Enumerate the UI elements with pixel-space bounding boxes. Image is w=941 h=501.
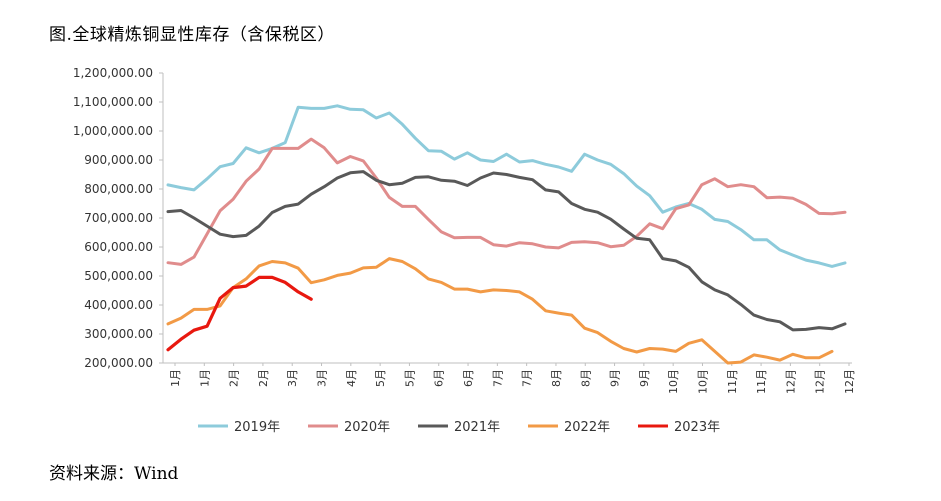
x-tick-label: 8月 — [579, 369, 592, 387]
y-tick-label: 800,000.00 — [84, 182, 153, 196]
x-tick-label: 12月 — [843, 369, 856, 394]
y-axis: 1,200,000.00 1,100,000.00 1,000,000.00 900,… — [73, 66, 164, 370]
x-tick-label: 5月 — [403, 369, 416, 387]
plot-area — [166, 104, 847, 365]
legend-label: 2022年 — [564, 420, 610, 435]
y-tick-label: 900,000.00 — [84, 153, 153, 167]
source-note: 资料来源：Wind — [49, 464, 179, 484]
x-tick-label: 5月 — [374, 369, 387, 387]
x-tick-label: 12月 — [814, 369, 827, 394]
x-tick-label: 4月 — [345, 369, 358, 387]
series-line-2023年 — [166, 275, 313, 352]
x-tick-label: 1月 — [198, 369, 211, 387]
legend-label: 2020年 — [344, 420, 390, 435]
y-tick-label: 1,100,000.00 — [73, 95, 153, 109]
x-tick-label: 3月 — [316, 369, 329, 387]
legend-label: 2021年 — [454, 420, 500, 435]
y-tick-label: 600,000.00 — [84, 240, 153, 254]
legend-label: 2019年 — [234, 420, 280, 435]
series-line-2021年 — [166, 170, 847, 332]
x-tick-label: 9月 — [638, 369, 651, 387]
x-tick-label: 11月 — [726, 369, 739, 394]
legend: 2019年 2020年 2021年 2022年 2023年 — [198, 420, 720, 435]
y-tick-label: 500,000.00 — [84, 269, 153, 283]
series-line-2022年 — [166, 257, 834, 365]
x-tick-label: 7月 — [521, 369, 534, 387]
x-tick-label: 6月 — [433, 369, 446, 387]
series-line-2020年 — [166, 137, 847, 266]
x-tick-label: 9月 — [609, 369, 622, 387]
x-tick-label: 8月 — [550, 369, 563, 387]
y-tick-label: 1,000,000.00 — [73, 124, 153, 138]
y-tick-label: 700,000.00 — [84, 211, 153, 225]
y-tick-label: 1,200,000.00 — [73, 66, 153, 80]
y-tick-label: 200,000.00 — [84, 356, 153, 370]
x-tick-label: 10月 — [667, 369, 680, 394]
legend-label: 2023年 — [674, 420, 720, 435]
x-tick-label: 2月 — [228, 369, 241, 387]
chart-title: 图.全球精炼铜显性库存（含保税区） — [49, 25, 335, 45]
x-tick-label: 3月 — [286, 369, 299, 387]
series-line-2019年 — [166, 104, 847, 268]
y-tick-label: 400,000.00 — [84, 298, 153, 312]
y-tick-label: 300,000.00 — [84, 327, 153, 341]
x-tick-label: 7月 — [491, 369, 504, 387]
x-tick-label: 1月 — [169, 369, 182, 387]
x-tick-label: 11月 — [755, 369, 768, 394]
x-tick-label: 10月 — [696, 369, 709, 394]
x-tick-label: 12月 — [784, 369, 797, 394]
x-tick-label: 2月 — [257, 369, 270, 387]
x-tick-label: 6月 — [462, 369, 475, 387]
x-axis: 1月 1月 2月 2月 3月 3月 4月 5月 5月 6月 6月 7月 7月 8月 8月 9月 9月 10月 10月… — [163, 362, 856, 394]
